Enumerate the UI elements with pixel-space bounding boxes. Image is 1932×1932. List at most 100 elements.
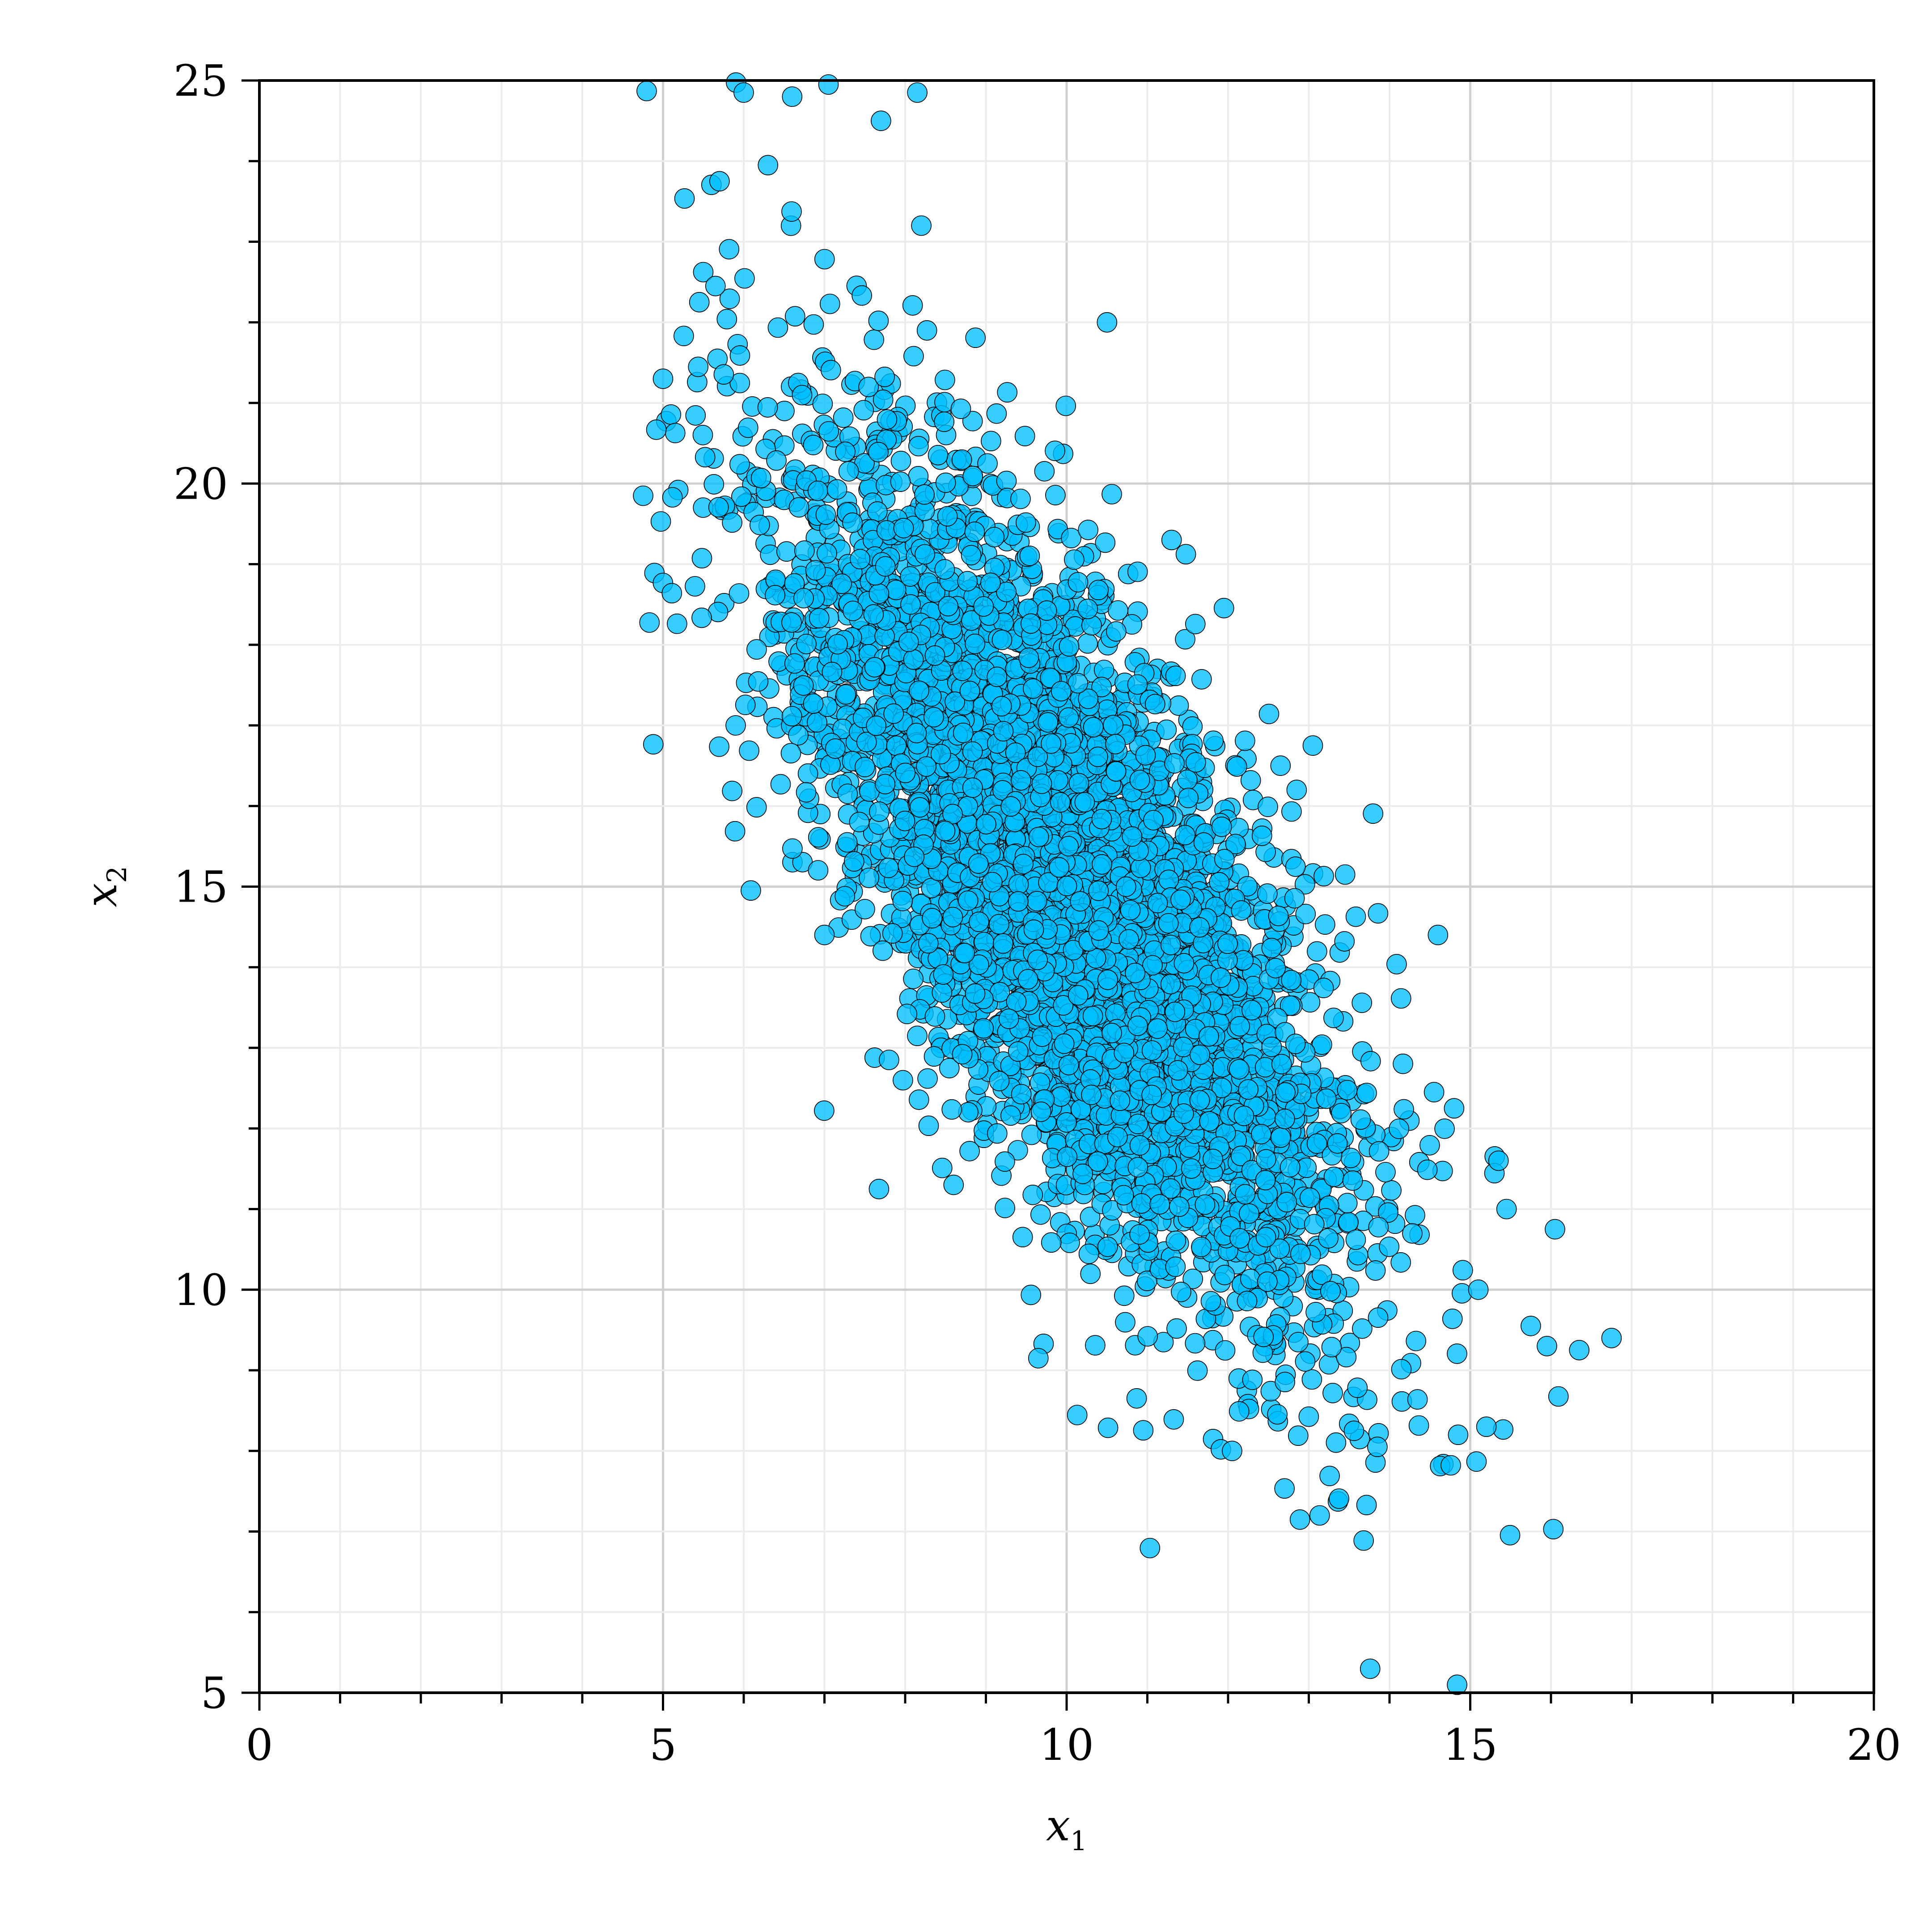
scatter-point <box>918 1115 939 1136</box>
scatter-point <box>938 596 958 617</box>
scatter-point <box>1256 1149 1276 1170</box>
scatter-point <box>902 295 923 316</box>
scatter-point <box>939 1058 960 1079</box>
scatter-point <box>1211 817 1232 837</box>
scatter-point <box>1095 532 1116 553</box>
scatter-point <box>977 453 998 474</box>
scatter-point <box>1120 900 1141 920</box>
scatter-point <box>1030 1072 1051 1093</box>
scatter-point <box>858 377 879 398</box>
scatter-point <box>1191 1237 1212 1258</box>
scatter-point <box>1442 1309 1463 1329</box>
scatter-point <box>1147 893 1168 914</box>
scatter-point <box>981 431 1001 452</box>
scatter-point <box>1257 1271 1278 1292</box>
scatter-point <box>750 515 770 535</box>
scatter-point <box>996 581 1017 602</box>
scatter-point <box>1108 600 1128 621</box>
scatter-point <box>1239 1203 1259 1224</box>
scatter-point <box>1241 1000 1262 1021</box>
scatter-point <box>1316 1088 1337 1109</box>
scatter-point <box>1229 1016 1250 1037</box>
scatter-point <box>1106 621 1127 642</box>
scatter-point <box>820 293 840 314</box>
scatter-point <box>907 1025 928 1046</box>
scatter-point <box>1424 1082 1445 1102</box>
scatter-point <box>1323 1008 1344 1028</box>
scatter-point <box>691 548 712 568</box>
scatter-point <box>1281 801 1302 822</box>
scatter-point <box>1548 1386 1569 1407</box>
scatter-point <box>1309 1505 1330 1526</box>
scatter-point <box>882 923 903 944</box>
scatter-point <box>875 556 896 577</box>
scatter-point <box>1319 1466 1340 1487</box>
scatter-point <box>1141 1085 1162 1106</box>
scatter-point <box>1041 733 1061 754</box>
scatter-point <box>1164 753 1185 774</box>
scatter-point <box>869 801 890 822</box>
scatter-point <box>1320 1281 1341 1301</box>
scatter-point <box>1391 1359 1412 1380</box>
scatter-point <box>924 707 944 728</box>
scatter-point <box>917 1068 938 1089</box>
scatter-point <box>1023 678 1043 699</box>
scatter-point <box>909 1089 929 1110</box>
scatter-point <box>962 466 983 487</box>
scatter-point <box>1356 1495 1377 1516</box>
scatter-point <box>1285 856 1306 877</box>
scatter-point <box>1447 1343 1467 1364</box>
scatter-point <box>875 774 895 795</box>
scatter-point <box>817 543 837 564</box>
scatter-point <box>1368 903 1389 924</box>
scatter-point <box>1160 974 1181 995</box>
scatter-point <box>1074 792 1095 813</box>
scatter-point <box>916 756 936 777</box>
scatter-point <box>734 268 755 289</box>
scatter-point <box>1402 1223 1423 1244</box>
scatter-point <box>1229 1059 1250 1080</box>
scatter-point <box>1088 1151 1108 1172</box>
scatter-point <box>1394 1099 1414 1120</box>
scatter-point <box>893 518 914 538</box>
scatter-point <box>1434 1119 1455 1139</box>
scatter-point <box>894 810 915 831</box>
scatter-point <box>973 1018 994 1039</box>
scatter-point <box>1225 834 1246 855</box>
scatter-point <box>1097 1237 1118 1257</box>
scatter-point <box>1008 891 1029 912</box>
scatter-point <box>776 541 797 562</box>
scatter-point <box>1298 1406 1319 1427</box>
scatter-point <box>1143 810 1164 830</box>
scatter-point <box>788 497 809 518</box>
scatter-point <box>878 857 899 878</box>
scatter-point <box>969 954 989 975</box>
scatter-point <box>991 696 1012 716</box>
scatter-point <box>1005 742 1026 763</box>
scatter-point <box>1165 1230 1186 1251</box>
scatter-point <box>1129 770 1150 790</box>
scatter-point <box>1036 600 1057 621</box>
scatter-point <box>1217 933 1238 954</box>
scatter-point <box>883 703 904 724</box>
scatter-point <box>1295 1351 1316 1372</box>
scatter-point <box>767 317 788 338</box>
scatter-point <box>1125 962 1145 983</box>
scatter-point <box>1167 1060 1188 1081</box>
scatter-point <box>973 596 994 617</box>
scatter-point <box>1406 1330 1426 1352</box>
scatter-point <box>982 872 1003 893</box>
scatter-point <box>1175 825 1195 846</box>
scatter-point <box>782 838 803 859</box>
scatter-point <box>1018 648 1039 668</box>
scatter-point <box>1050 792 1071 813</box>
scatter-point <box>1258 703 1280 724</box>
scatter-point <box>709 736 729 757</box>
scatter-point <box>1338 1212 1359 1233</box>
scatter-point <box>729 345 750 366</box>
scatter-point <box>831 573 852 594</box>
scatter-point <box>731 486 752 507</box>
scatter-point <box>814 1100 835 1121</box>
scatter-point <box>633 485 653 506</box>
scatter-point <box>1135 745 1156 766</box>
